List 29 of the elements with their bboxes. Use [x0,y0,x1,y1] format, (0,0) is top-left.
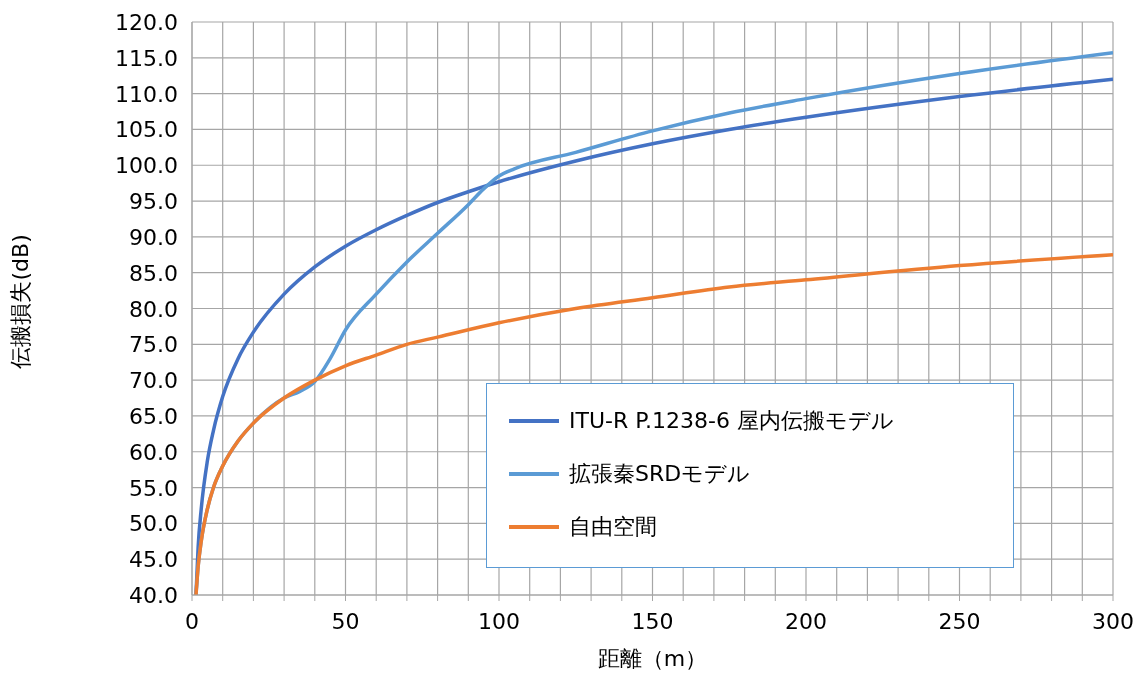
y-tick-label: 120.0 [115,10,178,35]
y-tick-label: 105.0 [115,117,178,143]
legend-label: 自由空間 [569,512,657,541]
y-tick-label: 50.0 [129,511,178,537]
y-tick-label: 55.0 [129,475,178,501]
x-tick-label: 200 [785,609,827,634]
y-axis-title: 伝搬損失(dB) [7,234,33,369]
x-axis-title: 距離（m） [596,646,709,672]
x-tick-label: 150 [631,609,674,634]
y-tick-label: 110.0 [115,81,178,107]
y-tick-label: 85.0 [129,260,178,286]
legend-label: ITU-R P.1238-6 屋内伝搬モデル [569,406,894,435]
x-tick-label: 50 [331,609,360,634]
x-tick-label: 100 [478,609,520,634]
y-tick-label: 60.0 [129,439,178,465]
y-tick-label: 80.0 [129,296,178,322]
y-tick-label: 70.0 [129,368,178,394]
x-tick-label: 250 [938,609,981,634]
x-tick-label: 0 [185,609,199,634]
y-tick-label: 45.0 [129,547,178,573]
legend-label: 拡張秦SRDモデル [569,459,751,488]
y-tick-label: 100.0 [115,153,178,179]
y-tick-label: 90.0 [129,224,178,250]
y-tick-label: 75.0 [129,332,178,358]
y-tick-label: 115.0 [115,45,178,71]
y-tick-label: 65.0 [129,403,178,429]
x-tick-label: 300 [1092,609,1134,634]
y-tick-label: 95.0 [129,189,178,215]
y-tick-label: 40.0 [129,583,178,608]
